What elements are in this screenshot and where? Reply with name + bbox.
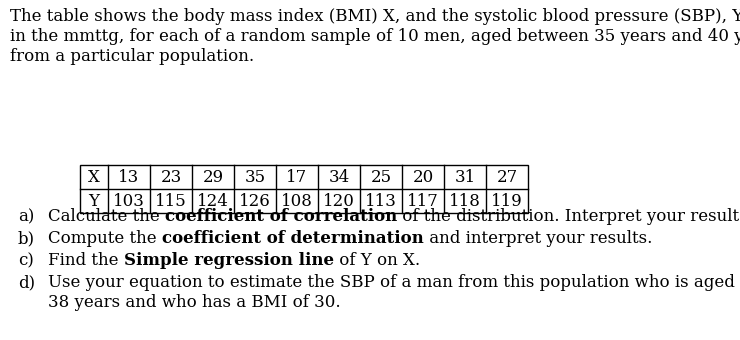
Text: 38 years and who has a BMI of 30.: 38 years and who has a BMI of 30. (48, 294, 340, 311)
Text: 117: 117 (407, 192, 439, 209)
Text: c): c) (18, 252, 34, 269)
Text: 126: 126 (239, 192, 271, 209)
Text: Simple regression line: Simple regression line (124, 252, 334, 269)
Bar (80, 165, 528, 213)
Text: 29: 29 (203, 169, 223, 186)
Text: 124: 124 (197, 192, 229, 209)
Text: X: X (88, 169, 100, 186)
Text: The table shows the body mass index (BMI) X, and the systolic blood pressure (SB: The table shows the body mass index (BMI… (10, 8, 740, 25)
Text: 115: 115 (155, 192, 187, 209)
Text: 120: 120 (323, 192, 355, 209)
Text: 34: 34 (329, 169, 349, 186)
Text: b): b) (18, 230, 35, 247)
Text: Use your equation to estimate the SBP of a man from this population who is aged: Use your equation to estimate the SBP of… (48, 274, 735, 291)
Text: 108: 108 (281, 192, 313, 209)
Text: 118: 118 (449, 192, 481, 209)
Text: 31: 31 (454, 169, 476, 186)
Text: 27: 27 (497, 169, 517, 186)
Text: 25: 25 (371, 169, 391, 186)
Text: in the mmttg, for each of a random sample of 10 men, aged between 35 years and 4: in the mmttg, for each of a random sampl… (10, 28, 740, 45)
Text: Find the: Find the (48, 252, 124, 269)
Text: a): a) (18, 208, 34, 225)
Text: 13: 13 (118, 169, 140, 186)
Text: d): d) (18, 274, 35, 291)
Text: 119: 119 (491, 192, 523, 209)
Text: of Y on X.: of Y on X. (334, 252, 420, 269)
Text: coefficient of determination: coefficient of determination (162, 230, 423, 247)
Text: Y: Y (89, 192, 99, 209)
Text: 23: 23 (161, 169, 181, 186)
Text: 17: 17 (286, 169, 308, 186)
Text: coefficient of correlation: coefficient of correlation (165, 208, 397, 225)
Text: Compute the: Compute the (48, 230, 162, 247)
Text: 103: 103 (113, 192, 145, 209)
Text: Calculate the: Calculate the (48, 208, 165, 225)
Text: of the distribution. Interpret your results.: of the distribution. Interpret your resu… (397, 208, 740, 225)
Text: 35: 35 (244, 169, 266, 186)
Text: from a particular population.: from a particular population. (10, 48, 254, 65)
Text: and interpret your results.: and interpret your results. (423, 230, 652, 247)
Text: 113: 113 (365, 192, 397, 209)
Text: 20: 20 (412, 169, 434, 186)
